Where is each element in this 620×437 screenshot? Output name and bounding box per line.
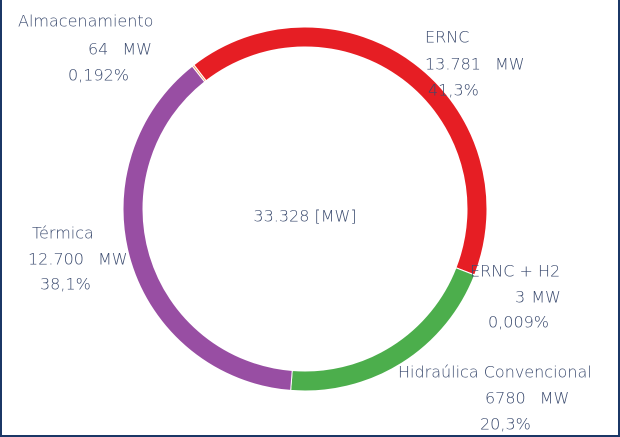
value-label: 3 bbox=[515, 288, 525, 307]
unit-label: MW bbox=[98, 250, 128, 269]
unit-label: MW bbox=[495, 55, 525, 74]
value-label: 6780 bbox=[485, 389, 526, 408]
value-label: 12.700 bbox=[28, 250, 84, 269]
value-label: 64 bbox=[88, 40, 108, 59]
percent-label: 0,009% bbox=[488, 313, 549, 332]
unit-label: MW bbox=[531, 288, 561, 307]
percent-label: 20,3% bbox=[480, 415, 531, 434]
donut bbox=[122, 26, 488, 392]
percent-label: 0,192% bbox=[68, 66, 129, 85]
percent-label: 41,3% bbox=[428, 81, 479, 100]
category-label: Térmica bbox=[32, 224, 94, 243]
unit-label: MW bbox=[122, 40, 152, 59]
category-label: ERNC bbox=[425, 28, 469, 47]
donut-segment bbox=[122, 65, 293, 391]
center-label: 33.328 [MW] bbox=[253, 207, 356, 226]
value-label: 13.781 bbox=[425, 55, 481, 74]
category-label: ERNC + H2 bbox=[470, 262, 560, 281]
category-label: Almacenamiento bbox=[18, 12, 153, 31]
category-label: Hidraúlica Convencional bbox=[398, 363, 592, 382]
percent-label: 38,1% bbox=[40, 275, 91, 294]
unit-label: MW bbox=[540, 389, 570, 408]
